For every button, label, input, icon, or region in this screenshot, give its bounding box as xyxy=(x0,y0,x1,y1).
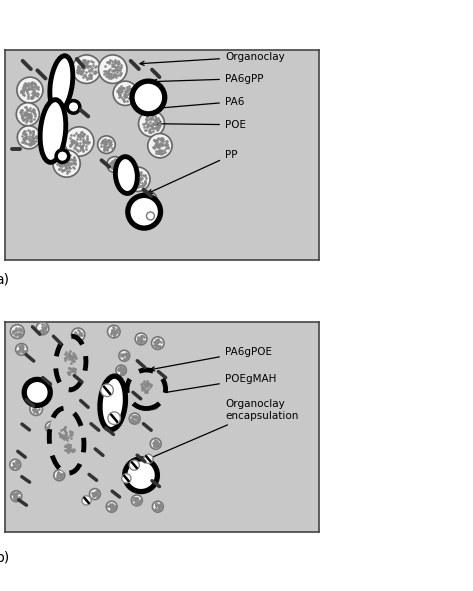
Ellipse shape xyxy=(150,439,161,449)
Ellipse shape xyxy=(144,454,153,463)
Ellipse shape xyxy=(101,384,114,397)
Ellipse shape xyxy=(116,365,126,376)
Ellipse shape xyxy=(71,328,85,342)
Ellipse shape xyxy=(56,336,86,390)
Ellipse shape xyxy=(54,470,65,480)
Text: Organoclay
encapsulation: Organoclay encapsulation xyxy=(139,400,298,463)
Ellipse shape xyxy=(139,111,165,137)
Ellipse shape xyxy=(126,167,150,191)
Ellipse shape xyxy=(125,459,158,492)
Ellipse shape xyxy=(30,403,43,415)
Ellipse shape xyxy=(132,81,165,114)
Text: b): b) xyxy=(0,551,9,565)
Ellipse shape xyxy=(97,136,115,154)
Ellipse shape xyxy=(56,424,75,443)
Text: PP: PP xyxy=(148,150,237,193)
Ellipse shape xyxy=(64,348,76,359)
Ellipse shape xyxy=(66,365,78,378)
Ellipse shape xyxy=(131,495,142,506)
Ellipse shape xyxy=(24,379,50,405)
Ellipse shape xyxy=(61,348,79,366)
Ellipse shape xyxy=(62,447,73,457)
Ellipse shape xyxy=(152,501,163,512)
Text: PA6gPP: PA6gPP xyxy=(153,74,263,83)
Ellipse shape xyxy=(107,325,120,338)
Ellipse shape xyxy=(40,100,66,163)
Ellipse shape xyxy=(129,460,140,470)
Ellipse shape xyxy=(10,324,24,339)
Ellipse shape xyxy=(82,496,91,505)
Ellipse shape xyxy=(151,337,164,349)
Text: a): a) xyxy=(0,272,9,287)
Ellipse shape xyxy=(56,150,69,163)
Ellipse shape xyxy=(127,379,138,391)
Ellipse shape xyxy=(100,376,125,430)
Ellipse shape xyxy=(50,56,73,112)
Ellipse shape xyxy=(116,397,127,408)
Text: PA6: PA6 xyxy=(152,97,244,111)
Ellipse shape xyxy=(36,322,49,335)
Ellipse shape xyxy=(108,412,121,424)
Ellipse shape xyxy=(119,350,130,361)
Ellipse shape xyxy=(148,398,159,410)
Ellipse shape xyxy=(107,157,123,173)
Ellipse shape xyxy=(16,103,39,126)
Ellipse shape xyxy=(136,377,154,395)
Text: POEgMAH: POEgMAH xyxy=(150,374,276,397)
Ellipse shape xyxy=(64,127,94,156)
Ellipse shape xyxy=(122,474,131,483)
Ellipse shape xyxy=(72,55,101,83)
Ellipse shape xyxy=(148,134,172,158)
Ellipse shape xyxy=(98,55,127,83)
Ellipse shape xyxy=(128,196,160,228)
Ellipse shape xyxy=(127,370,166,408)
Ellipse shape xyxy=(129,413,140,424)
Ellipse shape xyxy=(16,343,27,355)
Ellipse shape xyxy=(135,333,147,345)
Ellipse shape xyxy=(67,100,80,113)
Ellipse shape xyxy=(106,501,117,512)
Ellipse shape xyxy=(10,459,21,470)
Ellipse shape xyxy=(140,191,157,209)
Ellipse shape xyxy=(147,212,155,220)
Text: PA6gPOE: PA6gPOE xyxy=(150,346,272,371)
Ellipse shape xyxy=(17,77,43,103)
Ellipse shape xyxy=(11,491,22,502)
Ellipse shape xyxy=(45,421,56,433)
Ellipse shape xyxy=(89,489,100,499)
Ellipse shape xyxy=(61,441,76,456)
Ellipse shape xyxy=(113,81,138,105)
Ellipse shape xyxy=(18,126,40,149)
Ellipse shape xyxy=(53,150,80,177)
Text: POE: POE xyxy=(157,120,246,130)
Ellipse shape xyxy=(49,408,84,473)
Ellipse shape xyxy=(115,157,137,193)
Text: Organoclay: Organoclay xyxy=(140,51,285,66)
